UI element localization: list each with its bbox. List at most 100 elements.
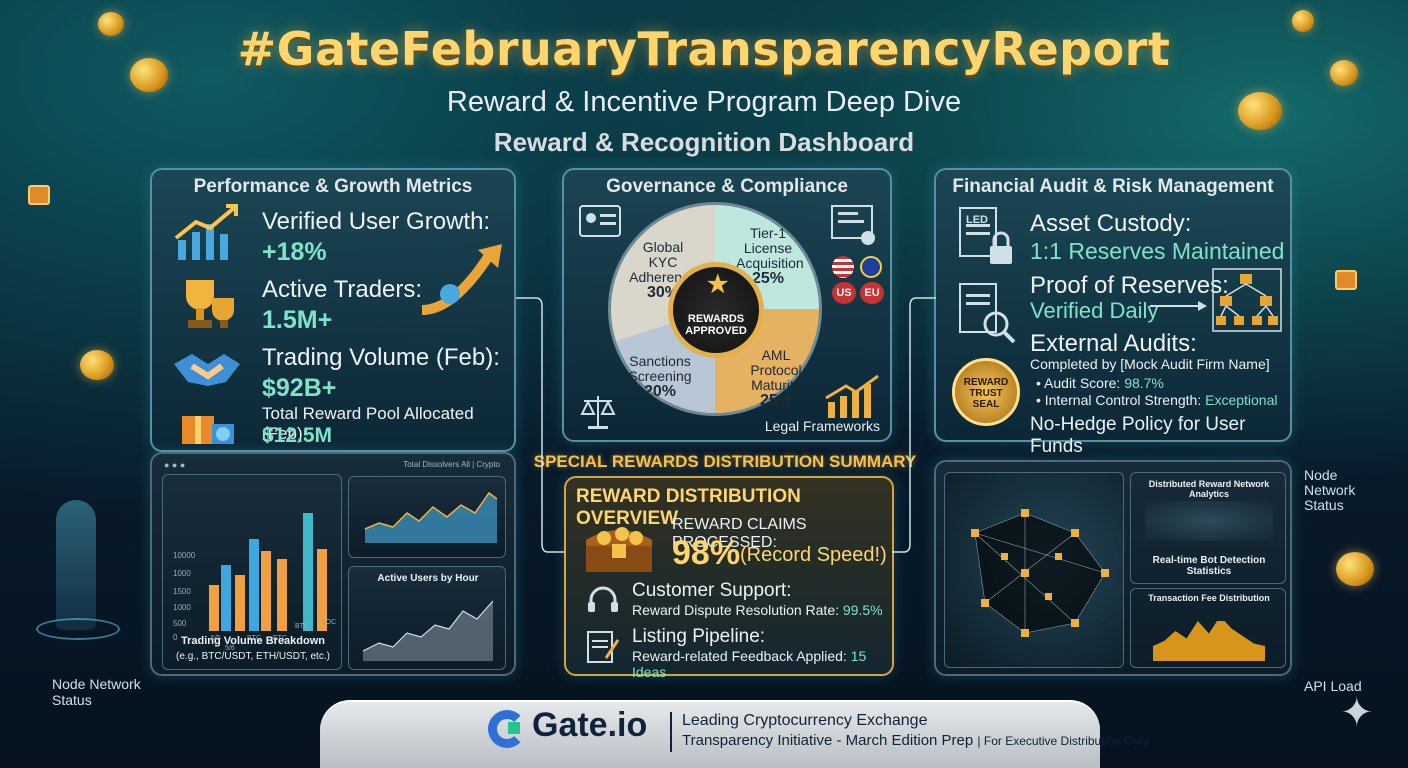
node-network-status-left: Node Network Status	[52, 676, 141, 708]
right-dashboard: Distributed Reward Network Analytics Rea…	[934, 460, 1292, 676]
volume-caption: Trading Volume Breakdown	[180, 635, 326, 647]
api-load-label: API Load	[1304, 678, 1362, 694]
coin-decoration	[80, 350, 114, 380]
custody-value: 1:1 Reserves Maintained	[1030, 238, 1285, 264]
flag-us-icon	[832, 256, 854, 278]
pie-slice-sanctions-value: 20%	[643, 383, 677, 400]
document-lock-icon	[959, 207, 1012, 264]
support-label: Customer Support:	[632, 580, 792, 601]
footer-line1: Leading Cryptocurrency Exchange	[682, 712, 928, 729]
pie-slice-license: Tier-1 License Acquisition 25%	[736, 225, 804, 287]
node-network-status-right: Node Network Status	[1304, 467, 1356, 513]
area-chart-svg	[364, 491, 498, 543]
coin-stack-bars	[1153, 616, 1265, 661]
trophy-icon	[186, 280, 234, 328]
support-detail-label: Reward Dispute Resolution Rate:	[632, 602, 839, 618]
y-tick: 1500	[173, 587, 191, 596]
left-dashboard: ● ● ● Total Dissolvers All | Crypto 1000…	[150, 452, 516, 676]
arrow-right-icon	[1150, 301, 1207, 311]
flag-eu-icon	[860, 256, 882, 278]
doc-icon-text: LED	[966, 214, 988, 226]
figure-silhouette	[56, 500, 96, 630]
fee-distribution-box: Transaction Fee Distribution	[1130, 588, 1286, 668]
pie-slice-license-label: Tier-1 License Acquisition	[736, 225, 804, 271]
footer-line2-note: For Executive Distribution Only	[983, 734, 1149, 748]
audit-title: Financial Audit & Risk Management	[952, 176, 1274, 197]
pie-slice-kyc: Global KYC Adherence 30%	[628, 240, 698, 301]
reward-trust-seal: REWARD TRUST SEAL	[952, 358, 1020, 426]
audit-score-value: 98.7%	[1124, 375, 1164, 391]
pie-slice-aml-value: 25%	[759, 392, 793, 409]
handshake-icon	[174, 354, 240, 386]
performance-title: Performance & Growth Metrics	[193, 176, 473, 197]
volume-bar	[209, 585, 219, 631]
volume-bar	[317, 549, 327, 631]
treasure-chest-icon	[586, 527, 652, 572]
sparkle-icon: ✦	[1340, 691, 1374, 735]
bar-label: BTC	[247, 635, 261, 642]
pie-slice-aml: AML Protocol Maturity 25%	[740, 347, 812, 409]
internal-control: • Internal Control Strength: Exceptional	[1036, 392, 1278, 408]
volume-bar	[249, 539, 259, 631]
gift-decoration	[1335, 270, 1357, 290]
window-header-text: Total Dissolvers All | Crypto	[403, 460, 500, 469]
bar-label: 5/5	[211, 635, 221, 642]
growth-chart-icon	[174, 204, 238, 260]
y-tick: 0	[173, 633, 178, 642]
metric-value-active-traders: 1.5M+	[262, 306, 333, 334]
compliance-pie-chart	[608, 202, 822, 416]
metric-value-trading-volume: $92B+	[262, 374, 337, 402]
reserve-tree-icon	[1212, 268, 1282, 332]
notepad-icon	[587, 631, 620, 663]
gift-decoration	[28, 185, 50, 205]
internal-control-label: Internal Control Strength:	[1044, 392, 1202, 408]
listing-label: Listing Pipeline:	[632, 626, 766, 647]
support-detail-value: 99.5%	[842, 602, 883, 618]
scales-icon	[580, 396, 616, 429]
coin-decoration	[98, 12, 124, 36]
volume-bar	[221, 565, 231, 631]
volume-bar-chart: 10000 1000 1500 1000 500 0 5/5 5/6 BTC E…	[162, 474, 342, 670]
performance-panel: Performance & Growth Metrics Verified Us…	[150, 168, 516, 452]
brand-name: Gate.io	[532, 706, 648, 744]
footer-line2-text: Transparency Initiative - March Edition …	[682, 732, 974, 749]
gate-logo-square	[508, 722, 520, 734]
coin-decoration	[1336, 552, 1374, 586]
headset-icon	[588, 586, 618, 612]
volume-bar	[303, 513, 313, 631]
pie-slice-sanctions: Sanctions Screening 20%	[622, 354, 698, 400]
bot-detection-label: Real-time Bot Detection Statistics	[1152, 555, 1266, 577]
document-search-icon	[959, 283, 1016, 344]
proof-value: Verified Daily	[1030, 298, 1159, 323]
volume-bar	[235, 575, 245, 631]
world-map-icon	[1145, 501, 1273, 541]
area-chart	[348, 476, 506, 558]
listing-detail-value: 15 Ideas	[632, 648, 867, 680]
volume-sub: (e.g., BTC/USDT, ETH/USDT, etc.)	[176, 651, 330, 662]
footer-line2: Transparency Initiative - March Edition …	[682, 732, 1149, 749]
report-title: #GateFebruaryTransparencyReport	[237, 22, 1171, 76]
bar-label: SOC	[321, 619, 337, 626]
governance-title: Governance & Compliance	[606, 176, 848, 197]
completed-by: Completed by [Mock Audit Firm Name]	[1030, 356, 1270, 372]
report-subtitle: Reward & Incentive Program Deep Dive	[446, 86, 962, 118]
y-tick: 10000	[173, 551, 196, 560]
active-users-title: Active Users by Hour	[377, 573, 479, 584]
listing-detail-label: Reward-related Feedback Applied:	[632, 648, 847, 664]
pie-slice-aml-label: AML Protocol Maturity	[750, 347, 802, 393]
star-icon: ★	[707, 271, 729, 298]
distribution-panel: REWARD DISTRIBUTION OVERVIEW REWARD CLAI…	[564, 476, 894, 680]
metric-label-reward-pool: Total Reward Pool Allocated (Feb):	[262, 404, 474, 443]
special-summary-title: SPECIAL REWARDS DISTRIBUTION SUMMARY	[533, 452, 917, 471]
connector-line-right	[892, 297, 936, 553]
coin-decoration	[1238, 92, 1282, 130]
node-network-map	[944, 472, 1124, 668]
active-users-svg	[362, 600, 494, 661]
bar-label: 5/6	[225, 645, 235, 652]
window-dots: ● ● ●	[164, 460, 186, 470]
us-badge: US	[832, 282, 856, 304]
y-tick: 500	[173, 619, 187, 628]
claims-note: (Record Speed!)	[740, 544, 887, 566]
gift-icon	[182, 416, 234, 444]
claims-label: REWARD CLAIMS PROCESSED:	[672, 516, 807, 551]
